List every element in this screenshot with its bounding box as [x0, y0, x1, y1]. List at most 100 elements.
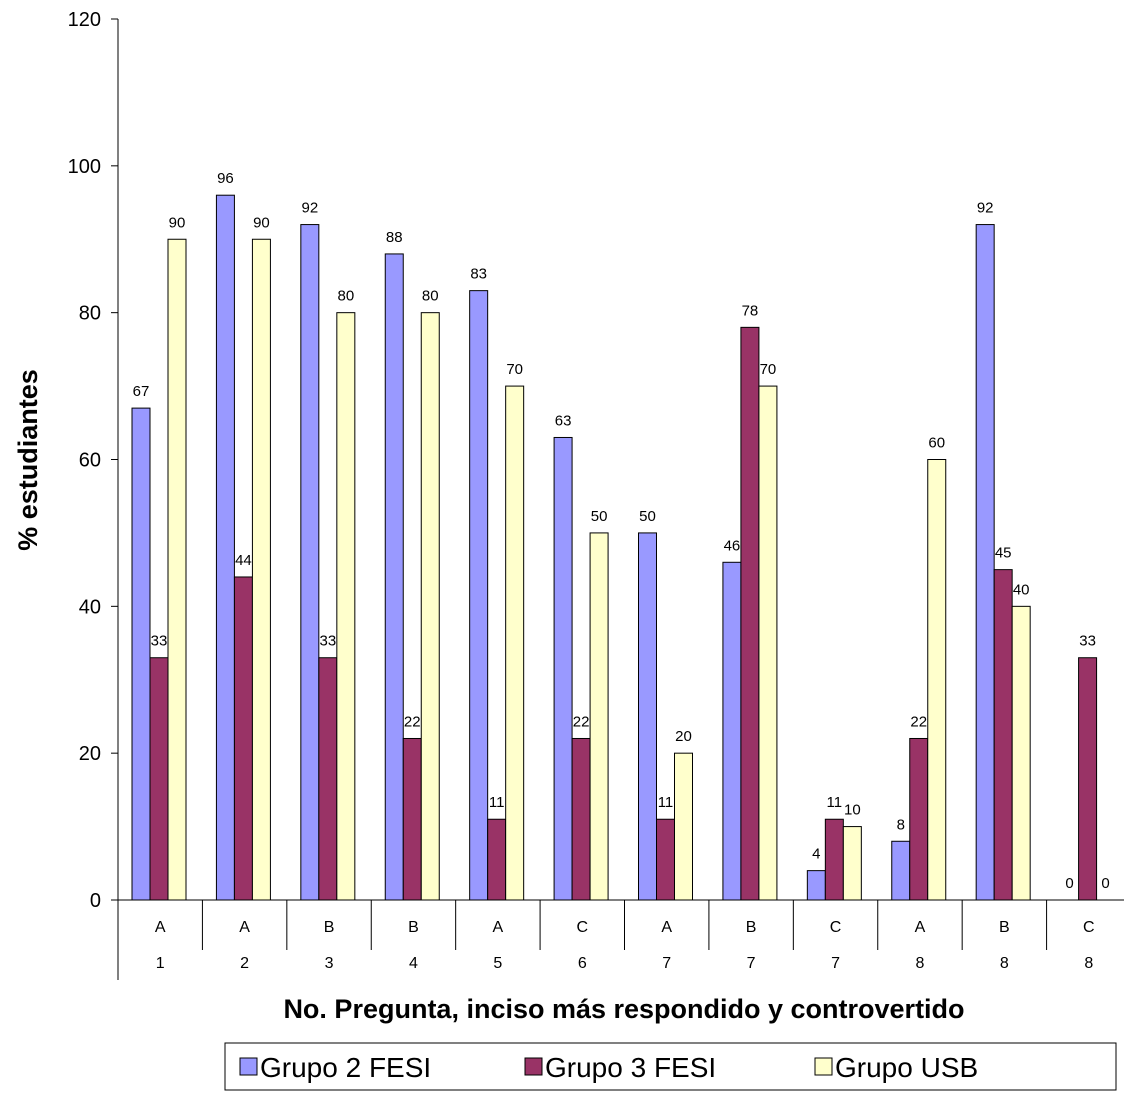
- data-label: 0: [1101, 875, 1109, 892]
- x-tick-label-inciso: C: [830, 919, 842, 936]
- bar: [300, 224, 320, 901]
- x-tick-label-pregunta: 1: [156, 955, 165, 972]
- bar: [384, 253, 404, 901]
- bar: [215, 194, 235, 901]
- x-tick-label-pregunta: 7: [662, 955, 671, 972]
- data-label: 67: [133, 383, 150, 400]
- legend-label: Grupo 3 FESI: [545, 1052, 716, 1083]
- x-tick-label-pregunta: 8: [916, 955, 925, 972]
- x-tick-label-pregunta: 3: [325, 955, 334, 972]
- y-axis: 0 20 40 60 80 100 120: [68, 9, 119, 912]
- bar: [806, 870, 826, 901]
- y-tick-label: 40: [79, 596, 101, 618]
- bar: [824, 818, 844, 901]
- data-label: 46: [724, 537, 741, 554]
- data-labels: 67 96 92 88 83 63 50 46 4 8 92 0 33 44 33 22 11 22 11 78 11 2…: [133, 170, 1110, 892]
- bar: [336, 312, 356, 901]
- x-tick-label-inciso: A: [155, 919, 166, 936]
- bar: [891, 840, 911, 901]
- data-label: 4: [812, 846, 820, 863]
- bar: [993, 569, 1013, 901]
- x-tick-label-pregunta: 6: [578, 955, 587, 972]
- bar: [233, 576, 253, 901]
- legend-swatch: [524, 1057, 543, 1076]
- legend-box: [224, 1042, 1117, 1091]
- bar: [975, 224, 995, 901]
- data-label: 83: [470, 266, 487, 283]
- data-label: 20: [675, 728, 692, 745]
- x-tick-label-inciso: C: [577, 919, 589, 936]
- bar: [505, 385, 525, 901]
- bar: [842, 826, 862, 901]
- data-label: 78: [742, 302, 759, 319]
- data-label: 40: [1013, 581, 1030, 598]
- bar: [1011, 605, 1031, 901]
- bar: [758, 385, 778, 901]
- x-tick-label-inciso: A: [661, 919, 672, 936]
- data-label: 70: [760, 361, 777, 378]
- y-tick-label: 80: [79, 303, 101, 325]
- data-label: 8: [897, 816, 905, 833]
- data-label: 22: [404, 713, 421, 730]
- y-tick-label: 20: [79, 743, 101, 765]
- x-axis: A 1 A 2 B 3 B 4 A 5 C 6 A 7 B 7 C 7 A 8 B 8 C 8: [117, 899, 1124, 980]
- bar: [553, 436, 573, 901]
- legend-swatch: [814, 1057, 833, 1076]
- bar: [251, 238, 271, 901]
- x-tick-label-inciso: B: [324, 919, 335, 936]
- data-label: 45: [995, 545, 1012, 562]
- bar: [402, 737, 422, 901]
- data-label: 90: [169, 214, 186, 231]
- data-label: 0: [1065, 875, 1073, 892]
- y-tick-label: 60: [79, 450, 101, 472]
- legend: Grupo 2 FESI Grupo 3 FESI Grupo USB: [224, 1042, 1117, 1091]
- y-tick-label: 100: [68, 156, 101, 178]
- bar: [927, 459, 947, 901]
- data-label: 10: [844, 802, 861, 819]
- bars: [131, 194, 1098, 901]
- bar: [589, 532, 609, 901]
- data-label: 33: [319, 633, 336, 650]
- bar: [167, 238, 187, 901]
- x-tick-label-pregunta: 2: [240, 955, 249, 972]
- data-label: 80: [337, 288, 354, 305]
- bar: [674, 752, 693, 901]
- x-tick-label-inciso: C: [1083, 919, 1095, 936]
- data-label: 80: [422, 288, 439, 305]
- data-label: 33: [151, 633, 168, 650]
- data-label: 11: [489, 794, 505, 811]
- data-label: 33: [1079, 633, 1096, 650]
- data-label: 92: [301, 200, 318, 217]
- data-label: 60: [928, 435, 945, 452]
- x-tick-label-pregunta: 7: [747, 955, 756, 972]
- x-tick-label-inciso: B: [999, 919, 1010, 936]
- data-label: 11: [827, 794, 843, 811]
- bar: [318, 657, 338, 901]
- bar: [740, 326, 760, 901]
- data-label: 22: [910, 713, 927, 730]
- y-axis-title: % estudiantes: [13, 369, 43, 551]
- bar: [469, 290, 489, 901]
- bar: [149, 657, 169, 901]
- x-tick-label-pregunta: 8: [1000, 955, 1009, 972]
- y-tick-label: 120: [68, 9, 101, 31]
- y-tick-label: 0: [90, 890, 101, 912]
- x-tick-label-pregunta: 7: [831, 955, 840, 972]
- data-label: 92: [977, 200, 994, 217]
- legend-label: Grupo 2 FESI: [260, 1052, 431, 1083]
- x-tick-label-pregunta: 5: [493, 955, 502, 972]
- bar: [638, 532, 657, 901]
- data-label: 90: [253, 214, 270, 231]
- x-tick-label-inciso: A: [239, 919, 250, 936]
- bar: [656, 818, 675, 901]
- data-label: 96: [217, 170, 234, 187]
- data-label: 70: [506, 361, 523, 378]
- bar: [420, 312, 440, 901]
- x-tick-label-inciso: B: [746, 919, 757, 936]
- bar: [722, 561, 742, 901]
- bar: [1078, 657, 1098, 901]
- x-tick-label-pregunta: 4: [409, 955, 418, 972]
- legend-label: Grupo USB: [835, 1052, 978, 1083]
- bar: [131, 407, 151, 901]
